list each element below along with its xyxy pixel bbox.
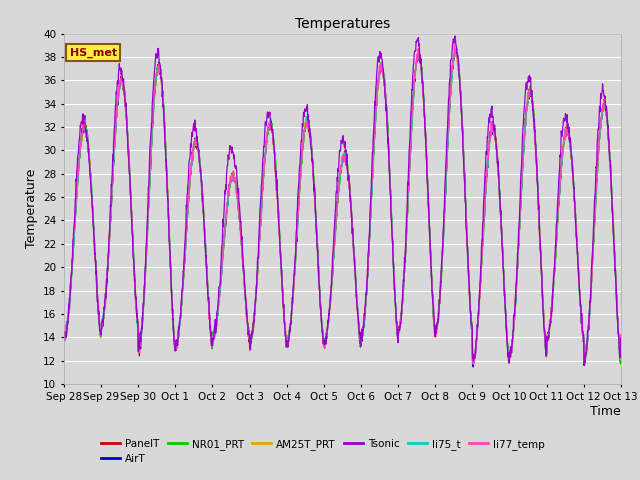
- Tsonic: [580, 363, 588, 369]
- PanelT: [617, 336, 625, 342]
- li77_temp: [468, 361, 476, 367]
- AM25T_PRT: [429, 299, 436, 304]
- PanelT: [552, 254, 559, 260]
- Line: AM25T_PRT: AM25T_PRT: [64, 48, 621, 363]
- Tsonic: [451, 33, 459, 39]
- li77_temp: [60, 337, 68, 343]
- Tsonic: [617, 336, 625, 341]
- Tsonic: [429, 299, 436, 305]
- AM25T_PRT: [617, 335, 625, 341]
- PanelT: [453, 46, 461, 52]
- AirT: [502, 322, 510, 327]
- PanelT: [429, 297, 436, 302]
- Tsonic: [170, 340, 178, 346]
- Text: HS_met: HS_met: [70, 48, 116, 58]
- Tsonic: [551, 255, 559, 261]
- AM25T_PRT: [184, 208, 191, 214]
- NR01_PRT: [552, 256, 559, 262]
- Line: li75_t: li75_t: [64, 49, 621, 364]
- li75_t: [580, 361, 588, 367]
- li77_temp: [552, 249, 559, 254]
- NR01_PRT: [60, 332, 68, 337]
- Line: AirT: AirT: [64, 50, 621, 366]
- Line: li77_temp: li77_temp: [64, 45, 621, 364]
- AirT: [469, 363, 477, 369]
- li75_t: [452, 46, 460, 52]
- AirT: [617, 337, 625, 343]
- X-axis label: Time: Time: [590, 405, 621, 418]
- li77_temp: [451, 42, 458, 48]
- AM25T_PRT: [469, 360, 477, 366]
- NR01_PRT: [170, 336, 178, 342]
- NR01_PRT: [617, 335, 625, 341]
- PanelT: [502, 321, 510, 327]
- Line: PanelT: PanelT: [64, 49, 621, 367]
- NR01_PRT: [429, 297, 436, 302]
- PanelT: [60, 337, 68, 343]
- AirT: [429, 297, 436, 303]
- PanelT: [470, 364, 477, 370]
- Tsonic: [184, 182, 191, 188]
- AM25T_PRT: [502, 318, 510, 324]
- Line: Tsonic: Tsonic: [64, 36, 621, 366]
- li75_t: [170, 336, 178, 341]
- Title: Temperatures: Temperatures: [295, 17, 390, 31]
- li77_temp: [246, 340, 254, 346]
- AirT: [552, 256, 559, 262]
- Legend: PanelT, AirT, NR01_PRT, AM25T_PRT, Tsonic, li75_t, li77_temp: PanelT, AirT, NR01_PRT, AM25T_PRT, Tsoni…: [97, 435, 549, 468]
- NR01_PRT: [246, 337, 254, 343]
- li75_t: [429, 298, 436, 303]
- AirT: [452, 47, 460, 53]
- AM25T_PRT: [60, 337, 68, 343]
- PanelT: [246, 341, 254, 347]
- NR01_PRT: [452, 45, 460, 50]
- NR01_PRT: [470, 361, 477, 367]
- AM25T_PRT: [451, 45, 459, 50]
- li75_t: [551, 264, 559, 269]
- AM25T_PRT: [170, 336, 178, 341]
- Line: NR01_PRT: NR01_PRT: [64, 48, 621, 364]
- PanelT: [184, 208, 191, 214]
- AirT: [246, 337, 254, 343]
- li77_temp: [502, 328, 510, 334]
- li75_t: [502, 317, 509, 323]
- AM25T_PRT: [552, 256, 559, 262]
- li75_t: [60, 335, 68, 340]
- li77_temp: [429, 301, 436, 307]
- li77_temp: [184, 207, 191, 213]
- AM25T_PRT: [246, 338, 254, 344]
- li75_t: [246, 343, 254, 348]
- li77_temp: [617, 332, 625, 337]
- AirT: [184, 209, 191, 215]
- Y-axis label: Temperature: Temperature: [24, 169, 38, 249]
- NR01_PRT: [184, 206, 191, 212]
- Tsonic: [502, 315, 509, 321]
- AirT: [60, 338, 68, 344]
- Tsonic: [246, 346, 254, 352]
- PanelT: [170, 339, 178, 345]
- NR01_PRT: [502, 320, 510, 326]
- AirT: [170, 338, 178, 344]
- li77_temp: [170, 334, 178, 340]
- li75_t: [617, 335, 625, 340]
- li75_t: [184, 207, 191, 213]
- Tsonic: [60, 334, 68, 339]
